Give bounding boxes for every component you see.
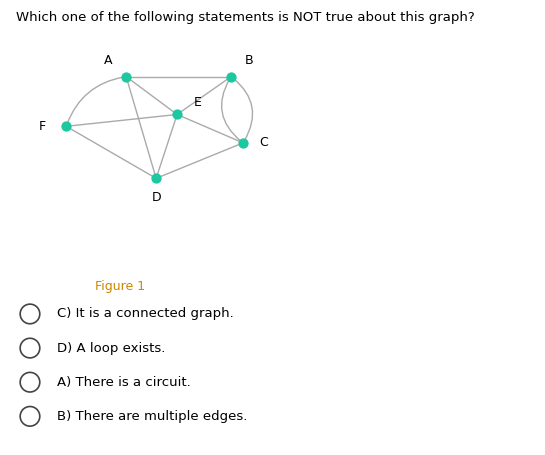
Point	[173, 111, 181, 118]
Text: E: E	[194, 96, 202, 109]
Text: C: C	[259, 136, 269, 149]
Text: B: B	[245, 54, 253, 66]
FancyArrowPatch shape	[222, 79, 241, 141]
Text: B) There are multiple edges.: B) There are multiple edges.	[57, 410, 247, 423]
Text: D: D	[152, 191, 161, 204]
Text: C) It is a connected graph.: C) It is a connected graph.	[57, 308, 234, 320]
FancyArrowPatch shape	[233, 78, 252, 141]
Text: Which one of the following statements is NOT true about this graph?: Which one of the following statements is…	[16, 11, 475, 25]
Point	[62, 123, 71, 130]
Text: F: F	[39, 120, 46, 133]
Text: A: A	[104, 54, 112, 66]
Point	[227, 73, 235, 80]
Text: A) There is a circuit.: A) There is a circuit.	[57, 376, 191, 389]
Text: D) A loop exists.: D) A loop exists.	[57, 342, 166, 354]
Point	[122, 73, 131, 80]
FancyArrowPatch shape	[67, 77, 123, 124]
Text: Figure 1: Figure 1	[95, 280, 145, 293]
Point	[239, 139, 247, 147]
Point	[152, 175, 161, 182]
